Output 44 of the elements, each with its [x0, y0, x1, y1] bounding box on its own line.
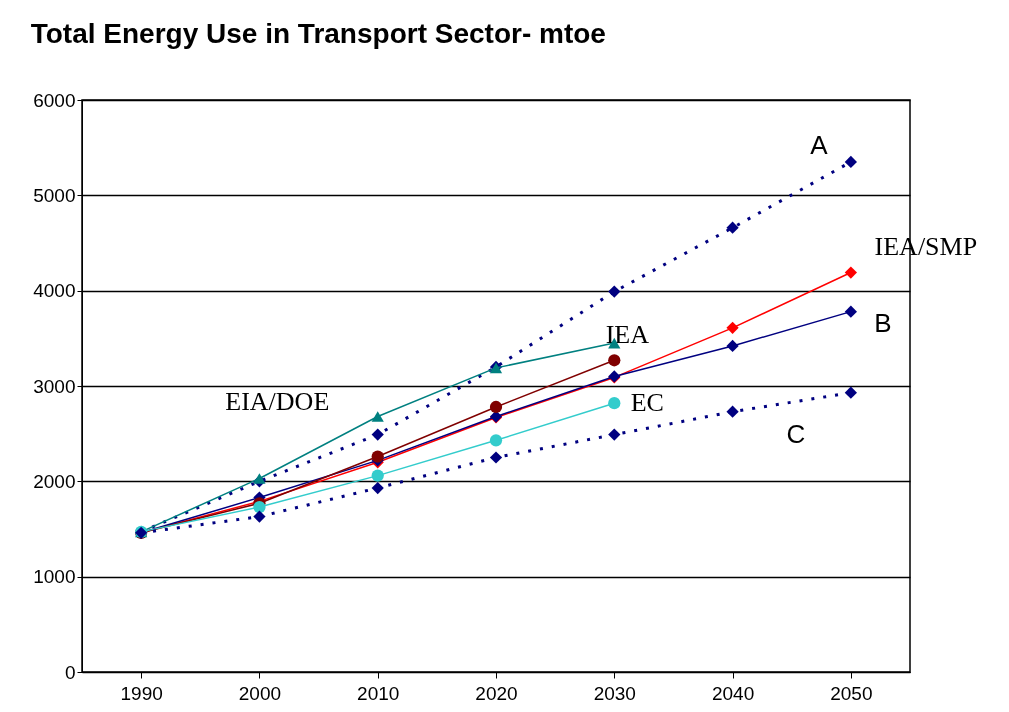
point	[371, 481, 384, 495]
point	[844, 305, 857, 318]
y-tick-label: 0	[64, 661, 76, 683]
point	[844, 266, 857, 279]
series-label: A	[810, 129, 829, 160]
point	[371, 411, 384, 422]
point	[253, 510, 266, 523]
x-tick-label: 2000	[238, 682, 282, 704]
point	[608, 285, 621, 298]
point	[726, 321, 739, 334]
point	[726, 339, 739, 353]
x-tick-label: 2010	[357, 682, 400, 704]
y-tick-label: 2000	[33, 470, 76, 492]
y-tick-label: 1000	[33, 566, 76, 588]
x-tick-label: 1990	[120, 682, 163, 704]
point	[253, 500, 266, 514]
point	[726, 221, 739, 234]
series-label: B	[874, 307, 892, 338]
point	[489, 451, 503, 464]
chart-title: Total Energy Use in Transport Sector- mtoe	[30, 18, 606, 49]
series-label: EIA/DOE	[225, 387, 330, 417]
x-tick-label: 2020	[475, 682, 518, 704]
point	[489, 400, 503, 414]
point	[844, 155, 857, 169]
point	[371, 469, 384, 482]
y-tick-label: 3000	[33, 375, 76, 397]
x-tick-label: 2050	[830, 682, 873, 704]
x-tick-label: 2030	[593, 682, 636, 704]
point	[253, 473, 266, 484]
point	[371, 428, 384, 441]
series-label: EC	[630, 388, 664, 418]
y-tick-label: 5000	[33, 184, 76, 206]
point	[608, 354, 621, 367]
y-tick-label: 4000	[33, 280, 76, 302]
x-tick-label: 2040	[711, 682, 755, 704]
point	[371, 450, 384, 463]
series-label: IEA	[605, 320, 650, 350]
point	[844, 386, 857, 399]
point	[726, 405, 739, 418]
point	[489, 434, 503, 447]
point	[608, 428, 621, 441]
point	[608, 397, 621, 410]
series-label: C	[786, 418, 806, 449]
y-tick-label: 6000	[33, 89, 76, 111]
